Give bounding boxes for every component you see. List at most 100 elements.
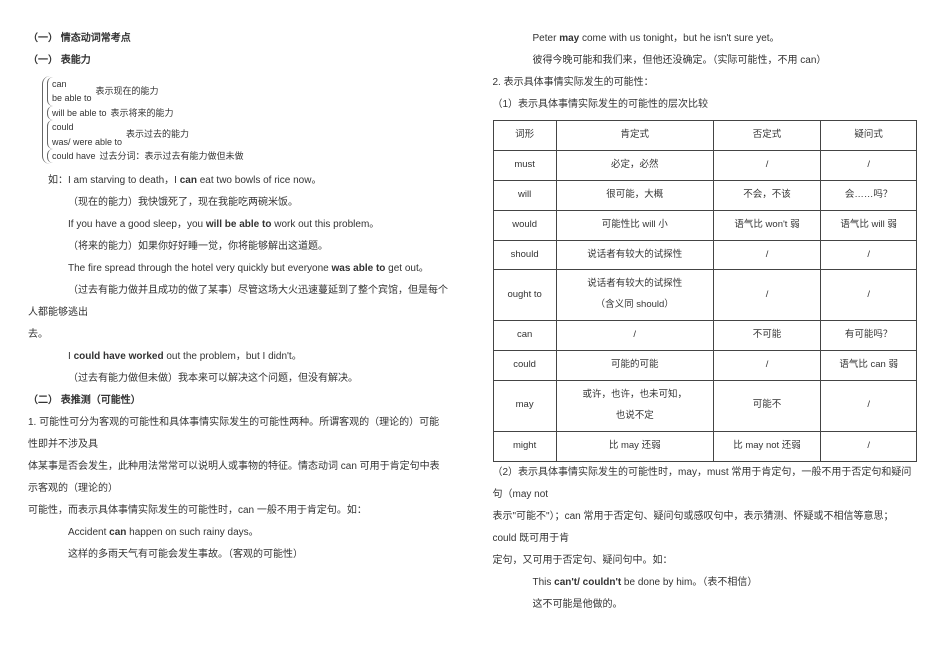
table-cell: 可能性比 will 小 [556, 210, 713, 240]
text-bold: can't/ couldn't [554, 577, 621, 588]
table-cell: / [821, 431, 917, 461]
table-row: 词形 肯定式 否定式 疑问式 [493, 121, 917, 151]
table-cell: could [493, 351, 556, 381]
table-row: may 或许，也许，也未可知， 也说不定 可能不 / [493, 381, 917, 432]
table-cell: 语气比 won't 弱 [713, 210, 821, 240]
body-line: 这不可能是他做的。 [493, 594, 918, 616]
bracket-item: could [52, 120, 122, 134]
text: If you have a good sleep，you [68, 219, 206, 230]
table-cell: 可能不 [713, 381, 821, 432]
table-header: 肯定式 [556, 121, 713, 151]
body-line: （过去有能力做并且成功的做了某事）尽管这场大火迅速蔓延到了整个宾馆，但是每个人都… [28, 280, 449, 324]
text: Peter [533, 33, 560, 44]
table-cell: 有可能吗？ [821, 321, 917, 351]
text-bold: may [559, 33, 579, 44]
text: Accident [68, 527, 109, 538]
table-cell: / [713, 351, 821, 381]
body-line: 这样的多雨天气有可能会发生事故。（客观的可能性） [28, 544, 449, 566]
body-line: 如：I am starving to death，I can eat two b… [28, 170, 449, 192]
text: eat two bowls of rice now。 [197, 175, 322, 186]
body-line: （1）表示具体事情实际发生的可能性的层次比较 [493, 94, 918, 116]
table-cell: will [493, 180, 556, 210]
table-cell: / [713, 150, 821, 180]
text-bold: can [109, 527, 126, 538]
table-row: might 比 may 还弱 比 may not 还弱 / [493, 431, 917, 461]
table-cell: 会……吗？ [821, 180, 917, 210]
ability-bracket: can be able to 表示现在的能力 will be able to 表… [42, 76, 449, 164]
heading-1: （一） 情态动词常考点 [28, 28, 449, 50]
table-cell: 说话者有较大的试探性 [556, 240, 713, 270]
text: be done by him。（表不相信） [621, 577, 757, 588]
table-cell: would [493, 210, 556, 240]
table-head: 词形 肯定式 否定式 疑问式 [493, 121, 917, 151]
table-cell: ought to [493, 270, 556, 321]
text-bold: will be able to [206, 219, 272, 230]
body-line: 表示"可能不"）；can 常用于否定句、疑问句或感叹句中，表示猜测、怀疑或不相信… [493, 506, 918, 550]
table-cell: 或许，也许，也未可知， 也说不定 [556, 381, 713, 432]
table-row: would 可能性比 will 小 语气比 won't 弱 语气比 will 弱 [493, 210, 917, 240]
bracket-item: could have [52, 149, 96, 163]
table-cell: / [821, 270, 917, 321]
heading-3: （二） 表推测（可能性） [28, 390, 449, 412]
bracket-label: 表示过去的能力 [126, 127, 189, 141]
bracket-item: was/ were able to [52, 135, 122, 149]
table-cell: / [821, 240, 917, 270]
table-cell: 比 may not 还弱 [713, 431, 821, 461]
body-line: 2. 表示具体事情实际发生的可能性： [493, 72, 918, 94]
text-bold: can [180, 175, 197, 186]
table-cell: / [556, 321, 713, 351]
table-cell: 语气比 can 弱 [821, 351, 917, 381]
table-cell: 说话者有较大的试探性 （含义同 should） [556, 270, 713, 321]
body-line: （现在的能力）我快饿死了，现在我能吃两碗米饭。 [28, 192, 449, 214]
left-column: （一） 情态动词常考点 （一） 表能力 can be able to 表示现在的… [0, 0, 473, 669]
table-row: will 很可能，大概 不会，不该 会……吗？ [493, 180, 917, 210]
table-cell: can [493, 321, 556, 351]
body-line: 体某事是否会发生，此种用法常常可以说明人或事物的特征。情态动词 can 可用于肯… [28, 456, 449, 500]
text: out the problem，but I didn't。 [164, 351, 302, 362]
body-line: I could have worked out the problem，but … [28, 346, 449, 368]
body-line: Peter may come with us tonight，but he is… [493, 28, 918, 50]
text: get out。 [385, 263, 428, 274]
table-row: must 必定，必然 / / [493, 150, 917, 180]
text: come with us tonight，but he isn't sure y… [579, 33, 779, 44]
body-line: Accident can happen on such rainy days。 [28, 522, 449, 544]
right-column: Peter may come with us tonight，but he is… [473, 0, 945, 669]
possibility-table: 词形 肯定式 否定式 疑问式 must 必定，必然 / / will 很可能，大… [493, 120, 918, 462]
table-row: ought to 说话者有较大的试探性 （含义同 should） / / [493, 270, 917, 321]
table-cell: 必定，必然 [556, 150, 713, 180]
bracket-label: 过去分词：表示过去有能力做但未做 [100, 149, 244, 163]
bracket-item: will be able to [52, 106, 107, 120]
table-cell: must [493, 150, 556, 180]
bracket-label: 表示现在的能力 [96, 84, 159, 98]
heading-2: （一） 表能力 [28, 50, 449, 72]
body-line: 彼得今晚可能和我们来，但他还没确定。（实际可能性，不用 can） [493, 50, 918, 72]
table-header: 否定式 [713, 121, 821, 151]
body-line: This can't/ couldn't be done by him。（表不相… [493, 572, 918, 594]
text: 如：I am starving to death，I [48, 175, 180, 186]
text-bold: could have worked [74, 351, 164, 362]
body-line: The fire spread through the hotel very q… [28, 258, 449, 280]
body-line: 定句，又可用于否定句、疑问句中。如： [493, 550, 918, 572]
body-line: （将来的能力）如果你好好睡一觉，你将能够解出这道题。 [28, 236, 449, 258]
body-line: 去。 [28, 324, 449, 346]
table-row: should 说话者有较大的试探性 / / [493, 240, 917, 270]
body-line: （2）表示具体事情实际发生的可能性时，may，must 常用于肯定句，一般不用于… [493, 462, 918, 506]
table-cell: 语气比 will 弱 [821, 210, 917, 240]
body-line: If you have a good sleep，you will be abl… [28, 214, 449, 236]
table-cell: / [821, 150, 917, 180]
table-body: must 必定，必然 / / will 很可能，大概 不会，不该 会……吗？ w… [493, 150, 917, 461]
bracket-item: can [52, 77, 92, 91]
table-cell: / [821, 381, 917, 432]
table-cell: 比 may 还弱 [556, 431, 713, 461]
table-cell: / [713, 240, 821, 270]
table-header: 疑问式 [821, 121, 917, 151]
table-header: 词形 [493, 121, 556, 151]
table-cell: should [493, 240, 556, 270]
table-cell: 不可能 [713, 321, 821, 351]
text: The fire spread through the hotel very q… [68, 263, 331, 274]
table-cell: 不会，不该 [713, 180, 821, 210]
table-cell: 可能的可能 [556, 351, 713, 381]
table-row: could 可能的可能 / 语气比 can 弱 [493, 351, 917, 381]
table-cell: / [713, 270, 821, 321]
table-row: can / 不可能 有可能吗？ [493, 321, 917, 351]
